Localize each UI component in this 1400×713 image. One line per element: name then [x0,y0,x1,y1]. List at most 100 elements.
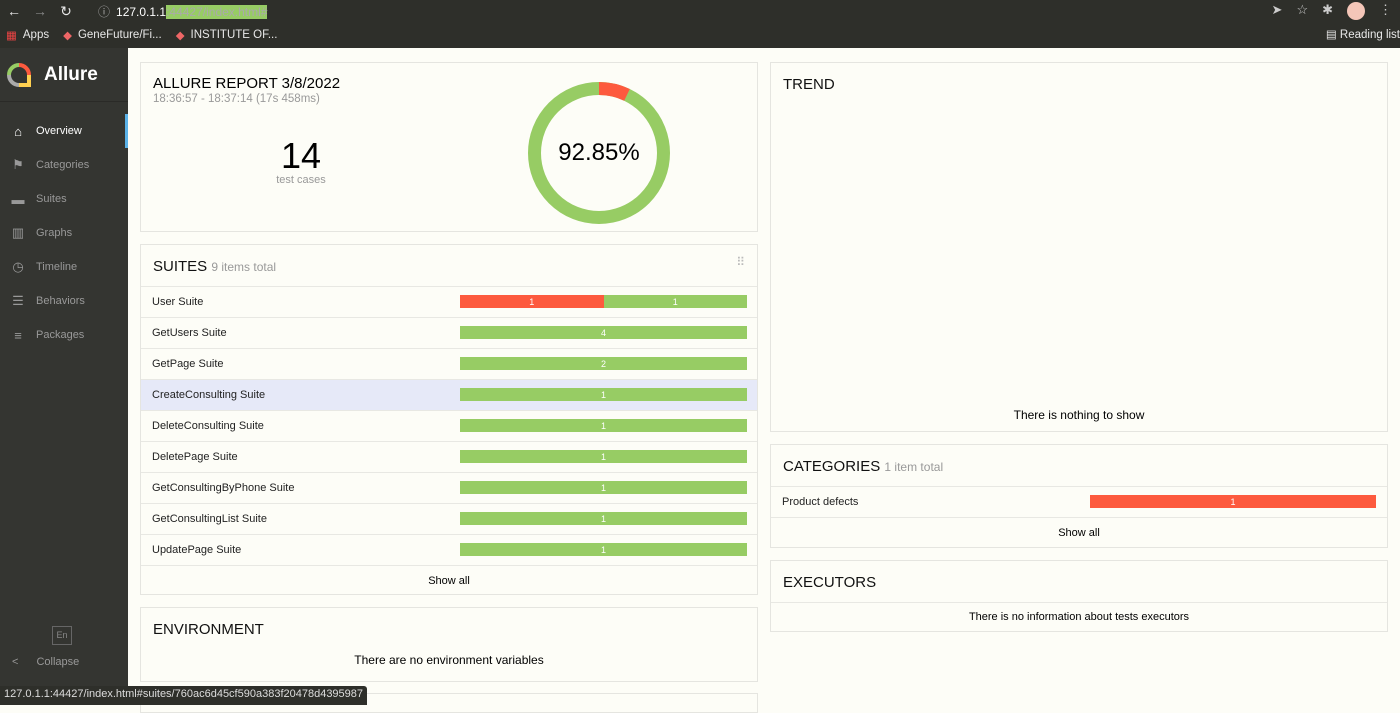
apps-icon: ▦ [6,30,17,42]
reading-list[interactable]: ▤ Reading list [1326,27,1400,41]
bar-passed: 1 [460,543,747,556]
send-icon[interactable]: ➤ [1271,2,1283,17]
sidebar: Allure ⌂ Overview ⚑ Categories ▬ Suites ▥ Gr… [0,48,128,705]
reload-icon[interactable]: ↻ [60,2,72,19]
brand[interactable]: Allure [0,48,128,102]
list-icon: ☰ [12,293,24,308]
suites-title: SUITES [153,258,208,275]
bar-passed: 1 [603,295,747,308]
suite-row[interactable]: DeletePage Suite 1 [141,441,757,472]
collapse-label: Collapse [36,656,80,668]
collapse-button[interactable]: < Collapse [12,656,79,668]
success-donut [528,82,670,224]
chevron-left-icon: < [12,656,19,668]
category-row[interactable]: Product defects 1 [771,486,1387,517]
suite-status-bar: 1 [460,543,747,556]
sidebar-item-graphs[interactable]: ▥ Graphs [0,216,128,250]
suite-row[interactable]: DeleteConsulting Suite 1 [141,410,757,441]
sidebar-item-suites[interactable]: ▬ Suites [0,182,128,216]
suites-widget: SUITES 9 items total ⠿ User Suite 1 1 GetUs… [140,244,758,595]
sidebar-item-label: Categories [36,159,90,171]
suite-status-bar: 1 [460,419,747,432]
suite-name: GetConsultingByPhone Suite [152,482,295,494]
star-icon[interactable]: ☆ [1296,2,1309,17]
suite-status-bar: 1 [460,388,747,401]
suite-row[interactable]: CreateConsulting Suite 1 [141,379,757,410]
bar-passed: 1 [460,419,747,432]
forward-icon[interactable]: → [33,3,47,19]
menu-icon[interactable]: ⋮ [1379,2,1392,17]
suite-name: GetPage Suite [152,358,224,370]
extensions-icon[interactable]: ✱ [1322,2,1333,17]
suite-status-bar: 4 [460,326,747,339]
bar-chart-icon: ▥ [11,225,25,240]
allure-logo-icon [7,62,31,87]
sidebar-item-label: Graphs [36,227,73,239]
drag-handle-icon[interactable]: ⠿ [736,255,745,269]
trend-title: TREND [783,76,835,93]
sidebar-item-behaviors[interactable]: ☰ Behaviors [0,284,128,318]
suites-count: 9 items total [211,260,277,274]
suite-name: DeletePage Suite [152,451,238,463]
sidebar-item-overview[interactable]: ⌂ Overview [0,114,128,148]
suite-status-bar: 2 [460,357,747,370]
suite-name: DeleteConsulting Suite [152,420,264,432]
clock-icon: ◷ [12,259,24,274]
suite-row[interactable]: User Suite 1 1 [141,286,757,317]
suite-status-bar: 1 [460,512,747,525]
bar-failed: 1 [460,295,604,308]
bookmark-apps[interactable]: Apps [22,29,50,41]
category-bar-failed: 1 [1090,495,1376,508]
sidebar-item-label: Packages [36,329,85,341]
suites-show-all[interactable]: Show all [141,565,757,595]
status-bar-url: 127.0.1.1:44427/index.html#suites/760ac6… [0,686,368,705]
categories-title: CATEGORIES [783,458,881,475]
align-left-icon: ≡ [14,327,22,343]
bar-passed: 4 [460,326,747,339]
suite-row[interactable]: GetUsers Suite 4 [141,317,757,348]
executors-widget: EXECUTORS There is no information about … [770,560,1388,632]
summary-widget: ALLURE REPORT 3/8/2022 18:36:57 - 18:37:… [140,62,758,232]
environment-empty: There are no environment variables [354,653,544,667]
address-bar[interactable]: ⓘ 127.0.1.1:44427/index.html# [98,4,268,19]
sidebar-item-categories[interactable]: ⚑ Categories [0,148,128,182]
suite-name: GetUsers Suite [152,327,227,339]
url-host: 127.0.1.1 [116,4,167,19]
language-button[interactable]: En [52,626,72,645]
figma-icon: ◆ [63,30,72,42]
report-title: ALLURE REPORT 3/8/2022 [153,75,341,92]
donut-failed [598,82,630,101]
bar-passed: 1 [460,388,747,401]
avatar[interactable] [1347,2,1365,20]
suite-row[interactable]: GetPage Suite 2 [141,348,757,379]
category-name: Product defects [782,496,859,508]
test-case-count: 14 [280,135,322,176]
sidebar-item-timeline[interactable]: ◷ Timeline [0,250,128,284]
suite-row[interactable]: GetConsultingList Suite 1 [141,503,757,534]
sidebar-item-packages[interactable]: ≡ Packages [0,318,128,352]
executors-title: EXECUTORS [783,574,877,591]
bar-passed: 1 [460,481,747,494]
flag-icon: ⚑ [12,157,24,172]
bookmark-institute[interactable]: INSTITUTE OF... [190,29,278,41]
home-icon: ⌂ [14,123,22,139]
environment-title: ENVIRONMENT [153,621,264,638]
sidebar-item-label: Overview [36,125,82,137]
success-percent: 92.85% [558,139,640,166]
trend-empty: There is nothing to show [1013,408,1145,422]
briefcase-icon: ▬ [11,191,25,207]
suite-row[interactable]: GetConsultingByPhone Suite 1 [141,472,757,503]
suite-row[interactable]: UpdatePage Suite 1 [141,534,757,565]
bar-passed: 2 [460,357,747,370]
report-time: 18:36:57 - 18:37:14 (17s 458ms) [153,93,320,105]
bar-passed: 1 [460,512,747,525]
back-icon[interactable]: ← [7,3,21,19]
reading-list-icon: ▤ [1325,29,1340,41]
sidebar-item-label: Timeline [36,261,78,273]
suite-name: GetConsultingList Suite [152,513,267,525]
bookmark-genefuture[interactable]: GeneFuture/Fi... [77,29,162,41]
figma-icon: ◆ [175,30,185,42]
browser-chrome: ← → ↻ ⓘ 127.0.1.1:44427/index.html# ➤ ☆ ✱… [0,0,1400,48]
categories-show-all[interactable]: Show all [771,517,1387,547]
